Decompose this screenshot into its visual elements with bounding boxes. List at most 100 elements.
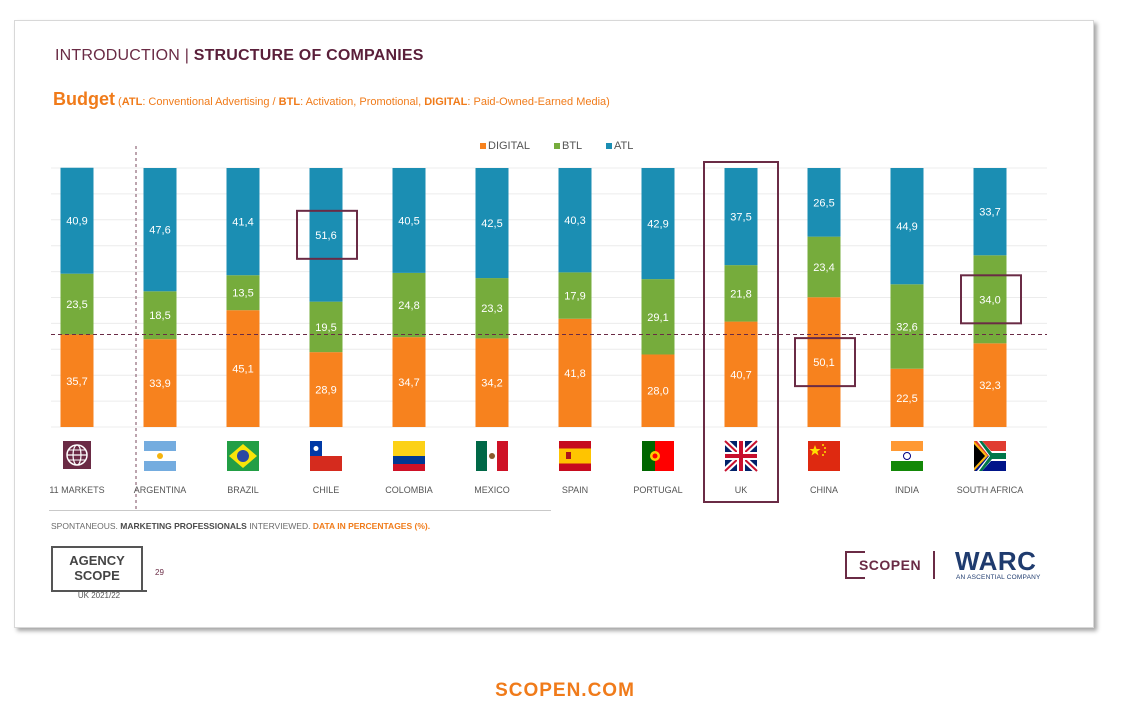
data-label: 35,7 bbox=[66, 376, 87, 388]
legend-swatch-digital bbox=[480, 143, 486, 149]
south-africa-flag bbox=[974, 441, 1006, 471]
page-header: INTRODUCTION | STRUCTURE OF COMPANIES bbox=[55, 47, 424, 65]
bar-digital-brazil bbox=[226, 310, 260, 427]
mexico-flag bbox=[476, 441, 508, 471]
budget-open: ( bbox=[115, 96, 122, 108]
data-label: 32,3 bbox=[979, 380, 1000, 392]
bar-atl-south-africa bbox=[973, 168, 1007, 256]
digital-key: DIGITAL bbox=[424, 96, 468, 108]
legend-swatch-atl bbox=[606, 143, 612, 149]
india-flag bbox=[891, 441, 923, 471]
bar-btl-south-africa bbox=[973, 255, 1007, 344]
data-label: 40,9 bbox=[66, 216, 87, 228]
data-label: 45,1 bbox=[232, 364, 253, 376]
category-label: CHINA bbox=[810, 485, 838, 495]
data-label: 50,1 bbox=[813, 357, 834, 369]
data-label: 17,9 bbox=[564, 291, 585, 303]
bar-atl-portugal bbox=[641, 168, 675, 280]
data-label: 37,5 bbox=[730, 212, 751, 224]
globe-icon bbox=[63, 441, 91, 469]
bar-btl-spain bbox=[558, 272, 592, 319]
footer-note: SPONTANEOUS. MARKETING PROFESSIONALS INT… bbox=[51, 521, 430, 531]
highlight-box-south-africa bbox=[960, 274, 1022, 325]
data-label: 24,8 bbox=[398, 300, 419, 312]
bar-btl-colombia bbox=[392, 272, 426, 338]
data-label: 47,6 bbox=[149, 225, 170, 237]
category-label: CHILE bbox=[313, 485, 340, 495]
bar-btl-india bbox=[890, 284, 924, 369]
colombia-flag bbox=[393, 441, 425, 471]
note-part-3: INTERVIEWED. bbox=[246, 521, 313, 531]
scopen-logo: SCOPEN bbox=[845, 551, 935, 579]
bar-digital-uk bbox=[724, 321, 758, 427]
data-label: 19,5 bbox=[315, 322, 336, 334]
legend-label-digital: DIGITAL bbox=[488, 140, 530, 152]
atl-desc: : Conventional Advertising / bbox=[142, 96, 279, 108]
highlight-box-china bbox=[794, 337, 856, 388]
data-label: 34,2 bbox=[481, 378, 502, 390]
category-label: SOUTH AFRICA bbox=[957, 485, 1024, 495]
bar-digital-argentina bbox=[143, 339, 177, 427]
data-label: 40,5 bbox=[398, 215, 419, 227]
warc-logo: WARC bbox=[955, 546, 1037, 576]
category-label: SPAIN bbox=[562, 485, 588, 495]
data-label: 40,7 bbox=[730, 369, 751, 381]
bar-atl-mexico bbox=[475, 168, 509, 279]
data-label: 40,3 bbox=[564, 215, 585, 227]
note-part-4: DATA IN PERCENTAGES (%). bbox=[312, 521, 431, 531]
china-flag bbox=[808, 441, 840, 471]
data-label: 23,4 bbox=[813, 262, 834, 274]
category-label: MEXICO bbox=[474, 485, 510, 495]
category-label: UK bbox=[735, 485, 748, 495]
data-label: 18,5 bbox=[149, 310, 170, 322]
page-number: 29 bbox=[155, 568, 164, 577]
bar-digital-chile bbox=[309, 352, 343, 427]
brazil-flag bbox=[227, 441, 259, 471]
data-label: 23,5 bbox=[66, 299, 87, 311]
agency-scope-logo: AGENCY SCOPE bbox=[51, 546, 143, 590]
bar-atl-11-markets bbox=[60, 167, 94, 274]
argentina-flag bbox=[144, 441, 176, 471]
data-label: 13,5 bbox=[232, 288, 253, 300]
bar-btl-11-markets bbox=[60, 273, 94, 335]
data-label: 41,4 bbox=[232, 217, 253, 229]
legend-label-atl: ATL bbox=[614, 140, 633, 152]
data-label: 29,1 bbox=[647, 312, 668, 324]
digital-desc: : Paid-Owned-Earned Media) bbox=[467, 96, 610, 108]
site-url[interactable]: SCOPEN.COM bbox=[495, 680, 635, 701]
bar-atl-spain bbox=[558, 168, 592, 273]
bar-digital-south-africa bbox=[973, 343, 1007, 427]
bar-atl-colombia bbox=[392, 168, 426, 273]
budget-title: Budget bbox=[53, 89, 115, 109]
bar-digital-11-markets bbox=[60, 334, 94, 427]
bar-atl-argentina bbox=[143, 168, 177, 292]
bar-atl-china bbox=[807, 168, 841, 237]
agency-line-1: AGENCY bbox=[69, 553, 125, 568]
category-label: 11 MARKETS bbox=[49, 485, 104, 495]
data-label: 23,3 bbox=[481, 303, 502, 315]
bar-digital-portugal bbox=[641, 354, 675, 427]
note-part-2: MARKETING PROFESSIONALS bbox=[120, 521, 247, 531]
bar-btl-argentina bbox=[143, 291, 177, 340]
agency-logo-underline bbox=[51, 590, 147, 592]
data-label: 34,0 bbox=[979, 294, 1000, 306]
agency-edition: UK 2021/22 bbox=[77, 591, 121, 600]
bar-digital-colombia bbox=[392, 337, 426, 427]
bar-btl-portugal bbox=[641, 279, 675, 355]
header-prefix: INTRODUCTION | bbox=[55, 47, 194, 64]
bar-atl-chile bbox=[309, 168, 343, 302]
data-label: 41,8 bbox=[564, 368, 585, 380]
footer-separator bbox=[49, 510, 551, 511]
data-label: 42,9 bbox=[647, 219, 668, 231]
warc-tagline: AN ASCENTIAL COMPANY bbox=[956, 574, 1041, 581]
data-label: 22,5 bbox=[896, 393, 917, 405]
data-label: 34,7 bbox=[398, 377, 419, 389]
chile-flag bbox=[310, 441, 342, 471]
btl-desc: : Activation, Promotional, bbox=[300, 96, 425, 108]
bar-btl-uk bbox=[724, 265, 758, 322]
category-label: BRAZIL bbox=[227, 485, 259, 495]
bar-atl-brazil bbox=[226, 168, 260, 276]
data-label: 26,5 bbox=[813, 197, 834, 209]
bar-digital-mexico bbox=[475, 338, 509, 427]
bar-btl-china bbox=[807, 236, 841, 298]
